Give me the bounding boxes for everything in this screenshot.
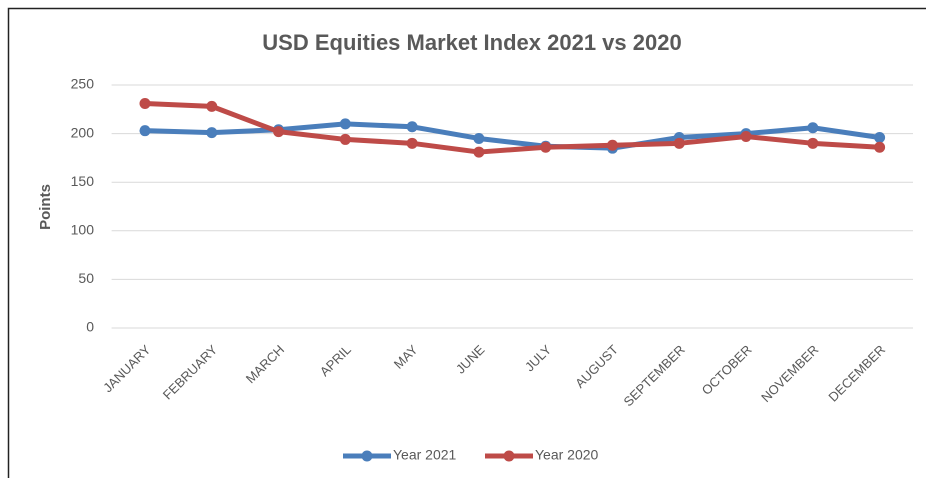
y-tick-label: 0 [86, 319, 94, 335]
point [874, 131, 886, 143]
point [339, 133, 351, 145]
point [206, 100, 218, 112]
series-line [144, 121, 880, 151]
point [473, 132, 485, 144]
chart-frame [7, 7, 926, 478]
point [673, 137, 685, 149]
legend-label: Year 2021 [393, 447, 457, 463]
point [874, 141, 886, 153]
legend-label: Year 2020 [535, 447, 599, 463]
y-tick-label: 250 [71, 76, 95, 92]
point [273, 126, 285, 138]
series-line [144, 100, 880, 155]
point [139, 125, 151, 137]
point [807, 122, 819, 134]
point [540, 141, 552, 153]
point [807, 137, 819, 149]
point [139, 97, 151, 109]
point [473, 146, 485, 158]
legend-marker [503, 450, 515, 462]
y-axis-label: Points [37, 184, 54, 230]
point [206, 127, 218, 139]
legend-marker [361, 450, 373, 462]
point [339, 118, 351, 130]
y-tick-label: 50 [78, 270, 94, 286]
y-tick-label: 200 [71, 124, 95, 140]
y-tick-label: 100 [71, 222, 95, 238]
point [406, 137, 418, 149]
y-tick-label: 150 [71, 173, 95, 189]
point [406, 121, 418, 133]
point [740, 131, 752, 143]
point [606, 139, 618, 151]
chart-title: USD Equities Market Index 2021 vs 2020 [262, 30, 681, 55]
